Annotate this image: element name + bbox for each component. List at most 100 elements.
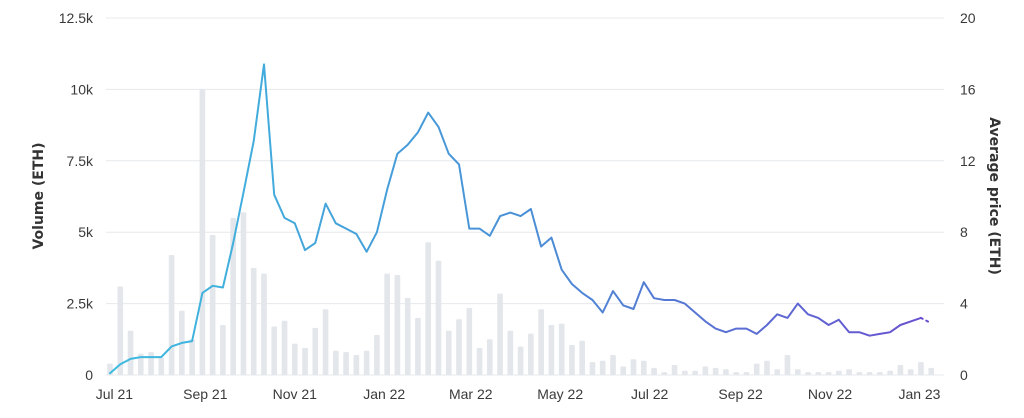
volume-bar bbox=[599, 360, 606, 375]
volume-bar bbox=[528, 333, 534, 375]
volume-bar bbox=[548, 325, 555, 375]
volume-bar bbox=[764, 360, 770, 375]
volume-bar bbox=[928, 367, 935, 375]
volume-bar bbox=[456, 319, 462, 375]
volume-bar bbox=[291, 343, 298, 375]
volume-bar bbox=[507, 330, 514, 375]
x-tick-label: Mar 22 bbox=[449, 386, 493, 402]
price-line-layer bbox=[109, 63, 933, 375]
x-tick-label: May 22 bbox=[537, 386, 583, 402]
volume-bar bbox=[538, 309, 544, 375]
volume-bar bbox=[220, 325, 226, 375]
volume-bar bbox=[682, 370, 688, 375]
volume-bar bbox=[579, 340, 586, 375]
volume-bar bbox=[620, 366, 627, 375]
volume-bar bbox=[815, 372, 822, 375]
volume-bar bbox=[209, 235, 216, 375]
volume-bar bbox=[517, 346, 524, 375]
volume-bar bbox=[630, 359, 637, 375]
x-tick-label: Nov 22 bbox=[808, 386, 853, 402]
volume-bar bbox=[333, 350, 339, 375]
volume-bar bbox=[374, 335, 380, 375]
volume-bar bbox=[445, 330, 452, 375]
right-tick-label: 20 bbox=[960, 10, 976, 26]
volume-bar bbox=[363, 350, 370, 375]
volume-bar bbox=[353, 355, 360, 375]
right-tick-label: 16 bbox=[960, 81, 976, 97]
volume-bar bbox=[117, 286, 124, 375]
x-tick-label: Jan 22 bbox=[363, 386, 405, 402]
x-tick-label: Jan 23 bbox=[898, 386, 940, 402]
left-axis-title: Volume (ETH) bbox=[31, 142, 47, 249]
volume-bar bbox=[404, 297, 411, 375]
left-tick-label: 2.5k bbox=[67, 296, 94, 312]
right-tick-label: 12 bbox=[960, 153, 976, 169]
volume-bar bbox=[784, 355, 791, 375]
volume-bar bbox=[466, 307, 473, 375]
volume-bar bbox=[907, 369, 914, 375]
volume-bar bbox=[250, 267, 257, 375]
volume-bar bbox=[743, 372, 750, 375]
x-tick-label: Nov 21 bbox=[273, 386, 318, 402]
volume-bar bbox=[415, 317, 421, 375]
volume-bar bbox=[723, 369, 729, 375]
left-tick-label: 0 bbox=[85, 367, 93, 383]
volume-bar bbox=[640, 360, 647, 375]
volume-bar bbox=[835, 370, 842, 375]
volume-bar bbox=[877, 372, 883, 375]
left-tick-label: 5k bbox=[78, 224, 94, 240]
volume-bar bbox=[302, 347, 308, 375]
volume-bar bbox=[887, 370, 893, 375]
volume-bar bbox=[199, 89, 206, 376]
volume-bar bbox=[148, 352, 154, 375]
volume-bar bbox=[651, 367, 657, 375]
volume-bar bbox=[866, 372, 873, 375]
volume-bar bbox=[794, 369, 801, 375]
volume-bar bbox=[692, 370, 698, 375]
volume-bar bbox=[343, 352, 349, 375]
left-axis-ticks: 0 2.5k 5k 7.5k 10k 12.5k bbox=[59, 10, 94, 383]
volume-bar bbox=[261, 273, 267, 375]
volume-bar bbox=[558, 323, 565, 375]
volume-bar bbox=[897, 365, 904, 375]
volume-bar bbox=[805, 372, 811, 375]
x-tick-label: Jul 21 bbox=[96, 386, 134, 402]
x-tick-label: Jul 22 bbox=[631, 386, 669, 402]
volume-bar bbox=[497, 293, 503, 375]
volume-bar bbox=[610, 355, 616, 375]
volume-bar bbox=[486, 339, 493, 375]
volume-bar bbox=[137, 353, 144, 375]
average-price-line-partial bbox=[919, 316, 933, 325]
volume-bar bbox=[168, 255, 175, 375]
volume-bar bbox=[240, 212, 247, 375]
volume-bar bbox=[322, 309, 329, 375]
right-axis-title: Average price (ETH) bbox=[986, 117, 1002, 275]
volume-bar bbox=[271, 326, 278, 375]
right-tick-label: 8 bbox=[960, 224, 968, 240]
right-axis-ticks: 0 4 8 12 16 20 bbox=[960, 10, 976, 383]
volume-bar bbox=[569, 345, 575, 375]
volume-bar bbox=[384, 273, 390, 375]
volume-bar bbox=[712, 367, 719, 375]
volume-bar bbox=[733, 372, 739, 375]
volume-bar bbox=[476, 347, 483, 375]
volume-bar bbox=[281, 320, 288, 375]
right-tick-label: 4 bbox=[960, 296, 968, 312]
volume-bar bbox=[856, 372, 863, 375]
right-tick-label: 0 bbox=[960, 367, 968, 383]
volume-bar bbox=[394, 275, 401, 375]
volume-bar bbox=[846, 369, 852, 375]
volume-bar bbox=[671, 365, 678, 375]
volume-bar bbox=[825, 372, 832, 375]
volume-bar bbox=[435, 260, 442, 375]
volume-bar bbox=[753, 363, 760, 375]
x-tick-label: Sep 21 bbox=[183, 386, 228, 402]
left-tick-label: 12.5k bbox=[59, 10, 94, 26]
volume-bar bbox=[425, 242, 432, 375]
left-tick-label: 7.5k bbox=[67, 153, 94, 169]
left-tick-label: 10k bbox=[70, 81, 94, 97]
volume-bar bbox=[127, 330, 134, 375]
average-price-line bbox=[109, 63, 922, 375]
